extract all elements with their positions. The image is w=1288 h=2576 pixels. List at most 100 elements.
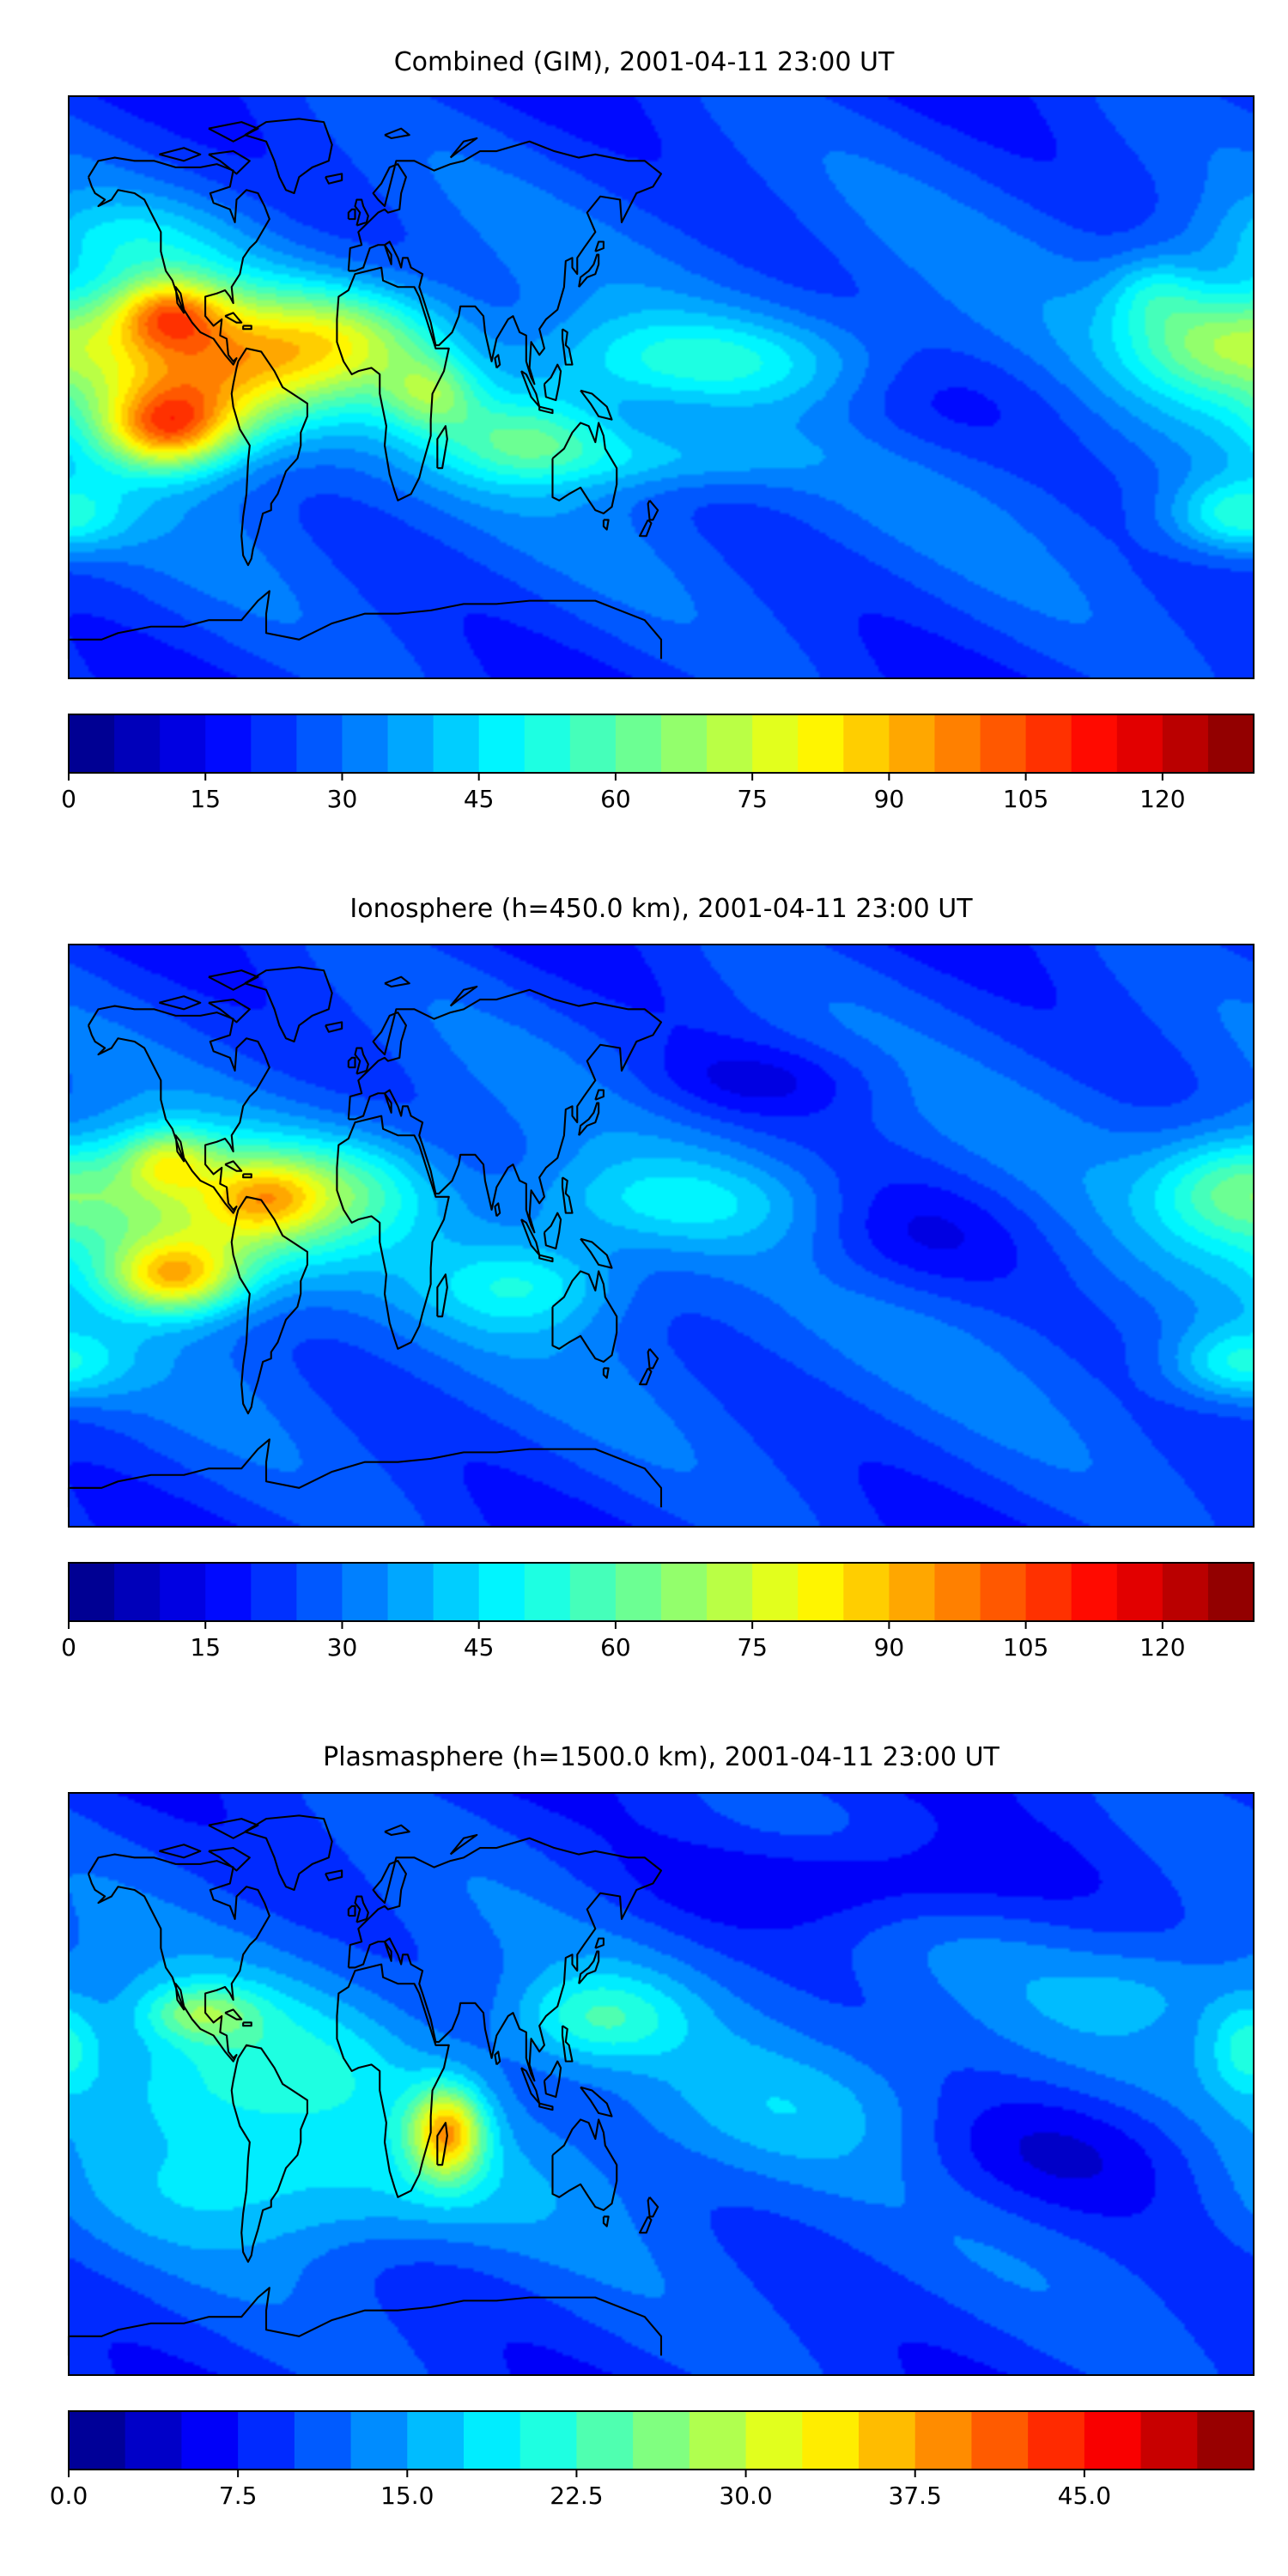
colorbar-level-swatch [478, 714, 526, 773]
colorbar-level-swatch [689, 2411, 747, 2470]
colorbar-tick-label: 30 [327, 785, 358, 813]
coastline-segment [520, 370, 541, 408]
colorbar-level-swatch [342, 1563, 389, 1621]
colorbar-level-swatch [934, 714, 981, 773]
colorbar-tick-label: 75 [737, 1633, 768, 1662]
panel-1-colorbar: 0 15 30 45 60 75 90 105 120 [61, 714, 1255, 813]
colorbar-tick-label: 90 [874, 1633, 905, 1662]
colorbar-level-swatch [889, 714, 936, 773]
coastline-segment [224, 312, 243, 324]
coastline-segment [602, 2215, 610, 2227]
colorbar-level-swatch [1207, 1563, 1255, 1621]
colorbar-level-swatch [934, 1563, 981, 1621]
colorbar-tick-label: 105 [1003, 785, 1048, 813]
colorbar-level-swatch [464, 2411, 521, 2470]
panel-1-map-frame [68, 95, 1255, 679]
colorbar-level-swatch [745, 2411, 803, 2470]
coastline-segment [224, 2008, 243, 2020]
colorbar-level-swatch [350, 2411, 408, 2470]
colorbar-tick-label: 30 [327, 1633, 358, 1662]
colorbar-level-swatch [114, 714, 161, 773]
coastline-segment [551, 2118, 618, 2211]
colorbar-level-swatch [1162, 714, 1209, 773]
colorbar-level-swatch [205, 1563, 252, 1621]
colorbar-level-swatch [707, 714, 753, 773]
colorbar-level-swatch [205, 714, 252, 773]
coastline-segment [325, 173, 343, 185]
coastline-segment [580, 2086, 613, 2117]
colorbar-level-swatch [294, 2411, 352, 2470]
coastline-segment [639, 519, 653, 538]
colorbar-level-swatch [519, 2411, 578, 2470]
coastline-segment [580, 1237, 613, 1269]
coastline-segment [347, 988, 663, 1234]
colorbar-tick-label: 45.0 [1058, 2482, 1111, 2510]
colorbar-level-swatch [296, 714, 343, 773]
coastline-segment [347, 140, 663, 386]
coastline-segment [242, 1173, 252, 1179]
coastline-segment [647, 1348, 659, 1370]
coastline-segment [602, 519, 610, 531]
colorbar-level-swatch [661, 714, 708, 773]
panel-1: Combined (GIM), 2001-04-11 23:00 UT 0 15 3… [61, 47, 1255, 813]
colorbar-level-swatch [251, 714, 297, 773]
coastline-segment [647, 2196, 659, 2218]
panel-2-title: Ionosphere (h=450.0 km), 2001-04-11 23:0… [349, 894, 973, 924]
colorbar-level-swatch [1028, 2411, 1085, 2470]
coastline-segment [230, 2044, 308, 2263]
colorbar-frame [68, 714, 1255, 774]
panel-2-colorbar: 0 15 30 45 60 75 90 105 120 [61, 1562, 1255, 1662]
colorbar-level-swatch [69, 2411, 126, 2470]
colorbar-level-swatch [576, 2411, 634, 2470]
colorbar-level-swatch [569, 1563, 617, 1621]
colorbar-level-swatch [633, 2411, 690, 2470]
colorbar-level-swatch [1162, 1563, 1209, 1621]
colorbar-level-swatch [160, 1563, 206, 1621]
coastline-segment [578, 253, 600, 288]
coastline-segment [436, 425, 448, 470]
coastline-segment [639, 1367, 653, 1386]
coastline-segment [494, 1202, 501, 1218]
coastline-segment [87, 1005, 270, 1214]
colorbar-level-swatch [859, 2411, 916, 2470]
coastline-segment [538, 2102, 554, 2111]
colorbar-level-swatch [1071, 1563, 1118, 1621]
panel-2-map-frame [68, 944, 1255, 1528]
coastline-segment [336, 1115, 450, 1350]
coastline-segment [543, 1212, 562, 1250]
colorbar-level-swatch [752, 1563, 799, 1621]
colorbar-level-swatch [407, 2411, 465, 2470]
coastline-segment [551, 1270, 618, 1363]
colorbar-level-swatch [1116, 714, 1163, 773]
coastline-segment [242, 325, 252, 331]
coastline-segment [436, 2122, 448, 2166]
panel-3: Plasmasphere (h=1500.0 km), 2001-04-11 2… [50, 1742, 1255, 2510]
colorbar-tick-label: 45 [464, 1633, 495, 1662]
colorbar-level-swatch [615, 1563, 662, 1621]
coastline-segment [520, 1218, 541, 1256]
coastline-segment [578, 1102, 600, 1136]
coastline-segment [242, 2021, 252, 2027]
colorbar-tick-label: 0.0 [50, 2482, 88, 2510]
coastline-segment [384, 127, 410, 140]
coastline-segment [87, 156, 270, 366]
coastline-segment [208, 149, 251, 175]
colorbar-tick-label: 37.5 [889, 2482, 942, 2510]
coastline-segment [336, 1963, 450, 2198]
panel-2-map-field [69, 945, 1254, 1527]
colorbar-level-swatch [1071, 714, 1118, 773]
colorbar-level-swatch [160, 714, 206, 773]
coastline-segment [354, 198, 369, 227]
colorbar-level-swatch [707, 1563, 753, 1621]
coastline-segment [325, 1021, 343, 1033]
colorbar-tick-label: 45 [464, 785, 495, 813]
colorbar-level-swatch [615, 714, 662, 773]
colorbar-level-swatch [1140, 2411, 1198, 2470]
coastline-segment [347, 1056, 356, 1069]
coastline-segment [543, 2060, 562, 2099]
colorbar-level-swatch [1025, 1563, 1072, 1621]
panel-1-map-field [69, 96, 1254, 678]
coastline-segment [208, 998, 251, 1024]
colorbar-level-swatch [69, 714, 115, 773]
coastline-segment [347, 1837, 663, 2082]
